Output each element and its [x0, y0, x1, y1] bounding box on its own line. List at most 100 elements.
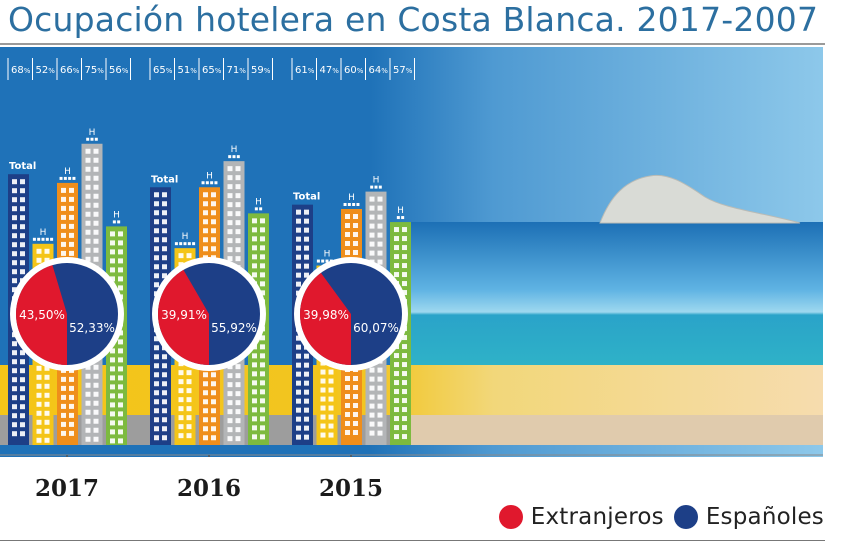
island-shape: [599, 174, 801, 224]
star-dot: [259, 207, 263, 211]
window: [402, 236, 407, 242]
pie-label-espanoles-2016: 55,92%: [211, 321, 257, 335]
window: [44, 419, 50, 425]
window: [377, 403, 383, 409]
window: [320, 432, 326, 438]
window: [85, 229, 91, 235]
window: [394, 245, 399, 251]
window: [353, 376, 358, 381]
window: [178, 370, 184, 376]
window: [118, 429, 123, 435]
window: [162, 264, 167, 270]
window: [154, 219, 159, 225]
window: [369, 430, 375, 436]
window: [118, 267, 123, 273]
window: [402, 263, 407, 269]
window: [252, 263, 257, 269]
window: [353, 430, 358, 435]
window: [260, 254, 265, 260]
window: [353, 214, 358, 219]
window: [20, 224, 25, 230]
window: [203, 417, 208, 423]
window: [235, 373, 241, 379]
window: [154, 345, 159, 351]
window: [20, 233, 25, 239]
window: [252, 227, 257, 233]
window: [20, 395, 25, 401]
window: [61, 223, 66, 229]
window: [402, 290, 407, 296]
window: [12, 287, 17, 293]
window: [162, 390, 167, 396]
window: [93, 229, 99, 235]
window: [85, 220, 91, 226]
star-dot: [214, 181, 218, 185]
window: [44, 410, 50, 416]
window: [252, 272, 257, 278]
window: [12, 215, 17, 221]
pct-label-2015-3: 64%: [369, 65, 389, 76]
star-dot: [90, 137, 94, 141]
window: [162, 417, 167, 423]
window: [12, 368, 17, 374]
star-dot: [356, 203, 360, 206]
year-label-2015: 2015: [318, 475, 383, 502]
window: [394, 425, 399, 431]
window: [377, 241, 383, 247]
window: [227, 220, 233, 226]
h-marker-2016-1: H: [182, 232, 189, 242]
window: [260, 263, 265, 269]
window: [178, 388, 184, 394]
window: [353, 250, 358, 255]
window: [85, 427, 91, 433]
window: [211, 219, 216, 225]
window: [260, 407, 265, 413]
window: [110, 384, 115, 390]
window: [85, 247, 91, 253]
window: [93, 238, 99, 244]
window: [377, 232, 383, 238]
window: [369, 214, 375, 220]
window: [154, 381, 159, 387]
window: [235, 202, 241, 208]
window: [235, 247, 241, 253]
window: [154, 399, 159, 405]
window: [85, 211, 91, 217]
window: [260, 236, 265, 242]
window: [402, 335, 407, 341]
window: [353, 394, 358, 399]
window: [110, 420, 115, 426]
window: [402, 272, 407, 278]
window: [235, 175, 241, 181]
window: [296, 362, 301, 368]
window: [328, 423, 334, 429]
star-dot: [187, 242, 191, 246]
beach-shore: [410, 415, 823, 445]
window: [402, 407, 407, 413]
window: [20, 197, 25, 203]
pct-label-2017-4: 56%: [109, 65, 129, 76]
star-dot: [72, 176, 76, 180]
window: [377, 223, 383, 229]
window: [162, 426, 167, 432]
star-dot: [94, 137, 98, 141]
star-dot: [316, 259, 320, 263]
window: [304, 236, 309, 242]
window: [69, 205, 74, 211]
window: [203, 390, 208, 396]
window: [252, 353, 257, 359]
window: [227, 418, 233, 424]
window: [93, 373, 99, 379]
chart-canvas: 68% 52% 66% 75% 56% Total H H H H 43,50% 52,33% 65% 5…: [0, 47, 823, 457]
window: [69, 421, 74, 427]
window: [235, 427, 241, 433]
window: [61, 412, 66, 418]
window: [44, 437, 50, 443]
window: [162, 363, 167, 369]
window: [36, 437, 42, 443]
window: [85, 157, 91, 163]
window: [12, 359, 17, 365]
window: [44, 257, 50, 263]
window: [227, 166, 233, 172]
window: [252, 362, 257, 368]
